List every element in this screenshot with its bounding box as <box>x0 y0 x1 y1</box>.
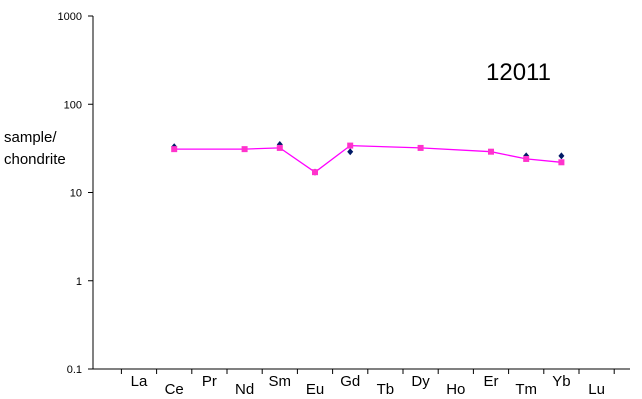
x-tick-label: Ce <box>165 381 184 398</box>
x-tick-label: La <box>131 373 148 390</box>
x-tick-label: Eu <box>306 381 324 398</box>
y-tick-label: 0.1 <box>67 364 82 376</box>
x-tick-label: Tb <box>377 381 395 398</box>
sample-id-annotation: 12011 <box>486 59 551 86</box>
series-group <box>171 140 565 176</box>
x-tick-label: Sm <box>269 373 292 390</box>
x-tick-label: Nd <box>235 381 254 398</box>
square-marker <box>523 155 530 162</box>
square-marker <box>171 146 178 153</box>
x-tick-label: Pr <box>202 373 217 390</box>
x-tick-label: Dy <box>411 373 430 390</box>
y-tick-label: 1 <box>76 276 82 288</box>
square-marker <box>558 159 565 166</box>
square-marker <box>417 144 424 151</box>
x-tick-label: Yb <box>552 373 570 390</box>
square-marker <box>347 142 354 149</box>
x-tick-label: Er <box>484 373 499 390</box>
y-ticks: 1000 100 10 1 0.1 <box>58 11 93 376</box>
square-marker <box>312 169 318 176</box>
x-tick-label: Tm <box>515 381 537 398</box>
x-tick-label: Gd <box>340 373 360 390</box>
y-axis-label-line2: chondrite <box>4 151 66 168</box>
y-tick-label: 1000 <box>58 11 82 23</box>
square-marker <box>488 148 494 155</box>
x-tick-label: Ho <box>446 381 465 398</box>
diamond-marker <box>558 152 565 160</box>
x-tick-label: Lu <box>588 381 605 398</box>
series-line <box>174 144 562 174</box>
y-tick-label: 10 <box>70 188 82 200</box>
diamond-marker <box>347 148 354 156</box>
y-axis-label-line1: sample/ <box>4 129 57 146</box>
square-marker <box>241 146 248 153</box>
x-ticks: La Ce Pr Nd Sm Eu Gd Tb Dy Ho Er Tm Yb Lu <box>120 369 615 398</box>
y-tick-label: 100 <box>64 99 82 111</box>
square-marker <box>276 144 283 151</box>
